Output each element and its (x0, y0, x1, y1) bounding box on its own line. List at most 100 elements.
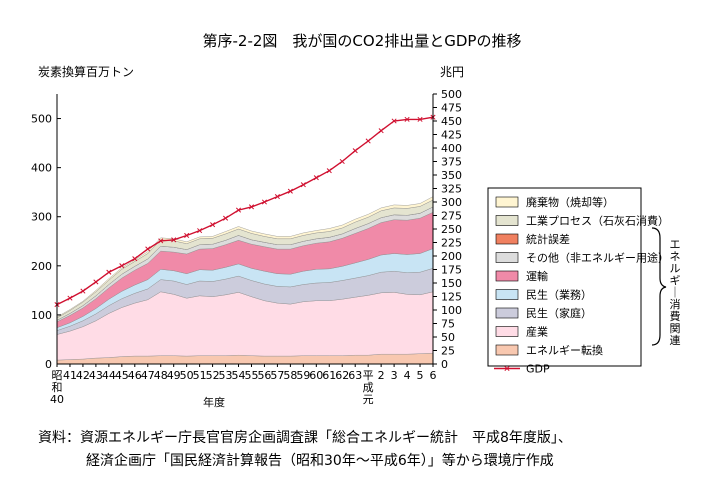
right-tick-label: 50 (441, 331, 455, 344)
right-tick-label: 225 (441, 237, 462, 250)
left-tick-label: 300 (31, 211, 52, 224)
right-tick-label: 475 (441, 102, 462, 115)
x-tick-label: 5 (417, 369, 424, 382)
right-tick-label: 400 (441, 142, 462, 155)
gdp-point (404, 116, 410, 122)
gdp-point (261, 199, 268, 205)
right-tick-label: 100 (441, 304, 462, 317)
right-tick-label: 25 (441, 345, 455, 358)
legend-swatch (495, 215, 519, 226)
x-tick-label: 58 (283, 369, 297, 382)
gdp-point (171, 237, 177, 243)
legend-label: その他（非エネルギー用途） (526, 251, 669, 265)
x-tick-label: 63 (348, 369, 362, 382)
x-tick-label: 平成元 (363, 369, 374, 406)
x-axis-ticks: 昭和 40414243444546474849505152535455565758… (50, 364, 437, 406)
bracket-char: ｜ (670, 286, 681, 299)
x-tick-label: 61 (322, 369, 336, 382)
bracket-char: 消 (670, 297, 681, 311)
bracket-char: ギ (670, 274, 681, 287)
gdp-point (326, 168, 332, 174)
left-tick-label: 400 (31, 162, 52, 175)
gdp-point (248, 204, 255, 210)
right-tick-label: 0 (441, 358, 448, 371)
right-tick-label: 425 (441, 129, 462, 142)
x-tick-label: 42 (76, 369, 90, 382)
legend-label: 産業 (526, 326, 548, 339)
gdp-point (339, 158, 345, 165)
gdp-point (106, 269, 112, 275)
legend-swatch (495, 326, 519, 337)
bracket-char: 費 (670, 309, 681, 323)
legend-swatch (495, 196, 519, 208)
source-line-1: 資料：資源エネルギー庁長官官房企画調査課「総合エネルギー統計 平成8年度版」、 (38, 429, 572, 446)
right-axis-label: 兆円 (440, 65, 464, 79)
legend-gdp-marker (504, 365, 510, 372)
x-tick-label: 49 (167, 369, 181, 382)
legend-swatch (495, 233, 519, 245)
x-tick-label: 46 (128, 369, 142, 382)
gdp-point (119, 263, 125, 269)
legend-label: GDP (526, 363, 550, 376)
x-tick-label: 4 (404, 369, 411, 382)
right-tick-label: 175 (441, 264, 462, 277)
right-tick-label: 200 (441, 250, 462, 263)
x-axis-label: 年度 (203, 395, 225, 409)
right-tick-label: 350 (441, 169, 462, 182)
right-tick-label: 250 (441, 223, 462, 236)
right-tick-label: 75 (441, 318, 455, 331)
x-tick-label: 57 (270, 369, 284, 382)
gdp-point (145, 246, 151, 252)
x-tick-label: 48 (154, 369, 168, 382)
right-tick-label: 275 (441, 210, 462, 223)
legend-swatch (495, 289, 519, 300)
x-tick-label: 53 (219, 369, 233, 382)
gdp-point (378, 128, 384, 134)
x-tick-label: 51 (193, 369, 207, 382)
x-tick-label: 52 (206, 369, 220, 382)
gdp-point (352, 148, 358, 154)
x-tick-label: 56 (257, 369, 271, 382)
gdp-point (210, 222, 216, 228)
right-tick-label: 450 (441, 115, 462, 128)
legend-swatch (495, 252, 519, 263)
gdp-point (222, 215, 229, 221)
x-tick-label: 2 (378, 369, 385, 382)
legend-label: エネルギー転換 (526, 344, 603, 357)
bracket-char: 関 (670, 322, 681, 335)
x-tick-label: 60 (309, 369, 323, 382)
x-tick-label: 44 (102, 369, 116, 382)
gdp-point (313, 175, 319, 181)
left-axis-ticks: 0 100 200 300 400 500 (31, 113, 61, 371)
gdp-point (391, 118, 397, 124)
legend-label: 運輸 (526, 269, 548, 283)
legend-label: 民生（家庭） (526, 306, 592, 320)
gdp-point (300, 182, 306, 188)
gdp-point (132, 256, 138, 262)
x-tick-label: 50 (180, 369, 194, 382)
right-tick-label: 325 (441, 183, 462, 196)
x-tick-label: 3 (391, 369, 398, 382)
right-axis-ticks: 0255075100125150175200225250275300325350… (433, 88, 462, 371)
legend-label: 廃棄物（焼却等） (526, 195, 614, 209)
x-tick-label: 55 (244, 369, 258, 382)
bracket-char: 連 (670, 333, 681, 347)
bracket-char: エ (670, 238, 681, 251)
gdp-point (184, 232, 190, 239)
gdp-point (80, 288, 86, 294)
right-tick-label: 125 (441, 291, 462, 304)
gdp-point (274, 194, 280, 200)
legend-swatch (495, 344, 519, 356)
legend-swatch (495, 307, 519, 319)
source-line-2: 経済企画庁「国民経済計算報告（昭和30年～平成6年）」等から環境庁作成 (86, 452, 554, 469)
x-tick-label: 62 (335, 369, 349, 382)
x-tick-label: 昭和 40 (50, 369, 64, 406)
gdp-point (93, 279, 99, 285)
legend-label: 工業プロセス（石灰石消費） (526, 214, 669, 228)
legend-swatch (495, 270, 519, 282)
left-tick-label: 100 (31, 309, 52, 322)
gdp-point (287, 188, 293, 194)
